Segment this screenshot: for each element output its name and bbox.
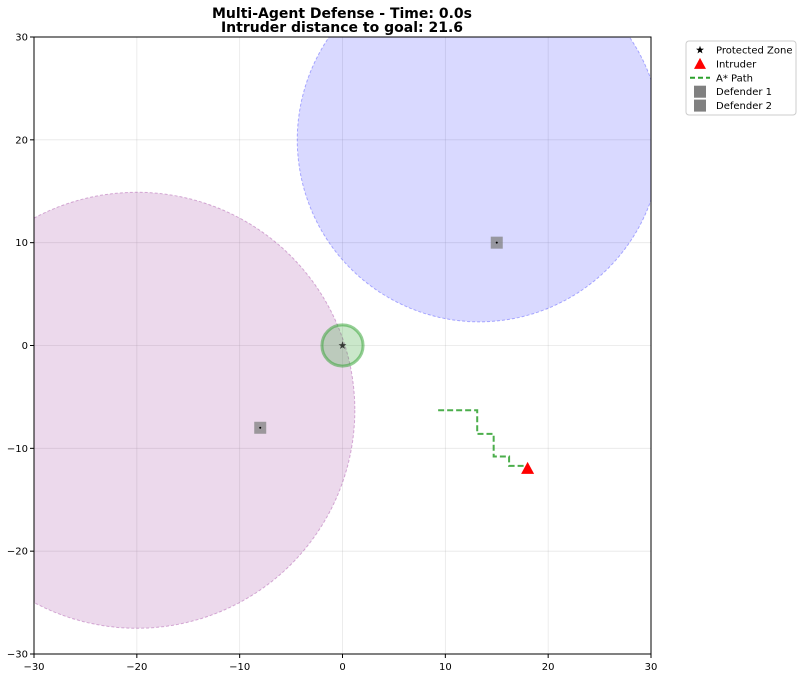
legend-label-protected-zone: Protected Zone [716, 46, 793, 57]
chart-subtitle: Intruder distance to goal: 21.6 [221, 20, 463, 36]
defender-center-dot [495, 241, 498, 244]
y-tick-label: 10 [15, 238, 28, 249]
x-tick-label: 30 [645, 662, 658, 673]
coverage-zones [34, 37, 651, 629]
legend-label-a-path: A* Path [716, 73, 753, 84]
y-tick-label: 0 [22, 341, 28, 352]
legend-label-defender-1: Defender 1 [716, 87, 772, 98]
legend-triangle-icon [694, 57, 706, 69]
x-tick-label: −30 [23, 662, 44, 673]
protected-zone-star [338, 341, 347, 349]
astar-path-line [438, 409, 528, 467]
legend-square-icon [694, 85, 706, 98]
x-tick-label: 20 [542, 662, 555, 673]
legend-box [685, 40, 797, 116]
y-tick-label: 20 [15, 135, 28, 146]
legend-square-icon [694, 99, 706, 112]
legend-star-icon [696, 45, 704, 54]
legend: Protected Zone Intruder A* Path Defender 1 D… [685, 40, 797, 116]
y-tick-label: −30 [7, 650, 28, 661]
y-tick-label: −10 [7, 444, 28, 455]
defender-1-range [296, 37, 651, 323]
legend-label-intruder: Intruder [716, 59, 757, 70]
defender-center-dot [259, 426, 262, 429]
y-tick-label: −20 [7, 547, 28, 558]
x-tick-label: −10 [229, 662, 250, 673]
x-tick-label: 10 [439, 662, 452, 673]
legend-label-defender-2: Defender 2 [716, 101, 772, 112]
x-tick-label: −20 [126, 662, 147, 673]
agent-markers [254, 236, 535, 474]
defender-2-range [34, 191, 356, 629]
astar-path-layer [438, 409, 528, 467]
axis-ticks: −30 −20 −10 0 10 20 30 −30 −20 −10 0 10 20 30 [7, 33, 657, 674]
intruder-marker [521, 461, 535, 474]
y-tick-label: 30 [15, 33, 28, 44]
chart-title: Multi-Agent Defense - Time: 0.0s [212, 6, 472, 22]
x-tick-label: 0 [339, 662, 345, 673]
